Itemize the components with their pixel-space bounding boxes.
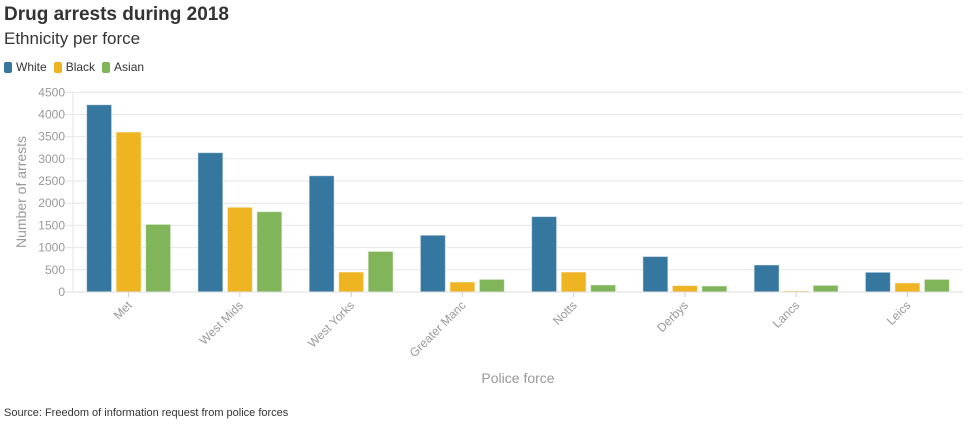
- y-tick-label: 500: [45, 263, 65, 277]
- y-axis-label: Number of arrests: [13, 136, 29, 248]
- bar-black: [894, 282, 921, 293]
- x-tick-label: Met: [111, 298, 136, 323]
- legend-item-black[interactable]: Black: [53, 60, 96, 74]
- y-tick-label: 0: [58, 285, 65, 299]
- bar-white: [531, 216, 558, 293]
- bar-asian: [145, 223, 172, 293]
- x-tick-label: Lancs: [770, 298, 803, 331]
- y-tick-label: 4500: [38, 85, 65, 99]
- y-tick-label: 2000: [38, 196, 65, 210]
- x-tick-label: Greater Manc: [407, 298, 469, 360]
- x-axis-label: Police force: [481, 370, 554, 386]
- bar-white: [197, 152, 224, 293]
- bar-black: [338, 271, 365, 293]
- legend-swatch-asian: [102, 61, 111, 73]
- bar-white: [753, 264, 780, 293]
- bar-asian: [256, 211, 283, 293]
- chart-title: Drug arrests during 2018: [4, 4, 229, 25]
- x-tick-label: West Mids: [197, 298, 246, 347]
- bar-black: [560, 271, 587, 293]
- legend-item-white[interactable]: White: [4, 60, 47, 74]
- y-tick-label: 1000: [38, 241, 65, 255]
- bar-white: [419, 234, 446, 293]
- legend-label: White: [16, 60, 47, 74]
- source-note: Source: Freedom of information request f…: [4, 407, 289, 419]
- chart-subtitle: Ethnicity per force: [4, 29, 141, 48]
- y-tick-label: 3500: [38, 130, 65, 144]
- bar-black: [226, 206, 253, 293]
- y-tick-label: 1500: [38, 218, 65, 232]
- x-tick-label: West Yorks: [305, 298, 357, 350]
- bar-asian: [812, 284, 839, 293]
- x-tick-label: Notts: [550, 298, 580, 328]
- bar-white: [86, 104, 113, 293]
- bar-black: [449, 281, 476, 293]
- legend: White Black Asian: [4, 60, 144, 74]
- bar-black: [671, 285, 698, 293]
- x-tick-label: Leics: [884, 298, 914, 328]
- y-tick-label: 2500: [38, 174, 65, 188]
- legend-swatch-black: [53, 61, 62, 73]
- y-tick-label: 4000: [38, 107, 65, 121]
- bar-asian: [367, 250, 394, 293]
- legend-swatch-white: [4, 61, 12, 73]
- bar-asian: [701, 285, 728, 293]
- legend-label: Black: [65, 60, 96, 74]
- legend-label: Asian: [114, 60, 145, 74]
- bar-black: [115, 131, 142, 293]
- y-tick-label: 3000: [38, 152, 65, 166]
- x-tick-label: Derbys: [654, 298, 691, 335]
- bar-asian: [923, 278, 950, 293]
- legend-item-asian[interactable]: Asian: [102, 60, 144, 74]
- bar-white: [308, 175, 335, 293]
- bar-asian: [478, 278, 505, 293]
- bar-asian: [590, 284, 617, 293]
- bar-white: [642, 255, 669, 293]
- bar-white: [864, 271, 891, 293]
